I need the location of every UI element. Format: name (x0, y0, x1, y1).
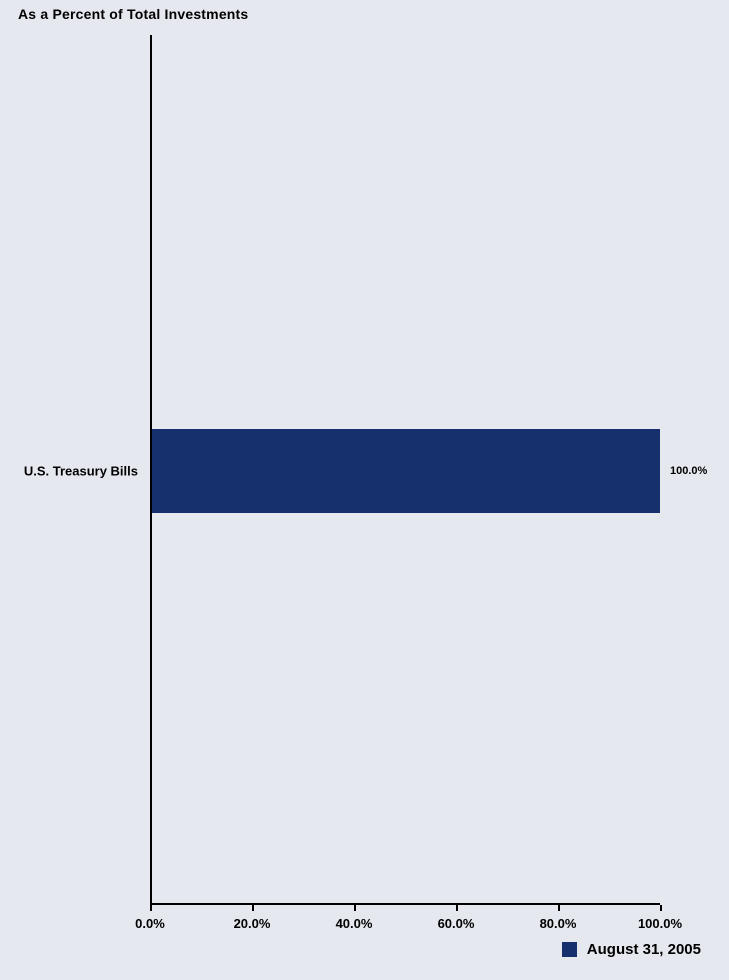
category-label: U.S. Treasury Bills (24, 463, 138, 478)
x-tick (558, 905, 560, 911)
x-axis (150, 903, 660, 905)
x-tick (252, 905, 254, 911)
bar (152, 429, 660, 513)
x-tick (354, 905, 356, 911)
legend-label: August 31, 2005 (587, 941, 701, 958)
x-tick-label: 80.0% (540, 916, 577, 931)
x-tick-label: 20.0% (234, 916, 271, 931)
x-tick (660, 905, 662, 911)
bar-value-label: 100.0% (670, 465, 707, 477)
x-tick (150, 905, 152, 911)
plot-area: 0.0%20.0%40.0%60.0%80.0%100.0% U.S. Trea… (150, 35, 660, 905)
legend: August 31, 2005 (562, 941, 701, 958)
x-tick-label: 40.0% (336, 916, 373, 931)
x-tick (456, 905, 458, 911)
legend-swatch (562, 942, 577, 957)
x-tick-label: 0.0% (135, 916, 165, 931)
x-tick-label: 100.0% (638, 916, 682, 931)
chart-title: As a Percent of Total Investments (18, 6, 248, 22)
x-tick-label: 60.0% (438, 916, 475, 931)
